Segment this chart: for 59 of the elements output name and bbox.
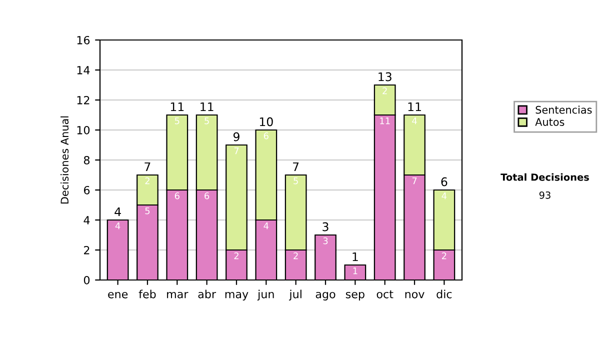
- data-label: 4: [115, 222, 120, 230]
- legend-label: Sentencias: [536, 106, 592, 114]
- data-label: 6: [264, 132, 268, 140]
- data-label: 2: [442, 252, 446, 260]
- data-label: 5: [294, 178, 298, 184]
- text: 93: [539, 191, 550, 199]
- total-label: 11: [408, 102, 421, 112]
- legend-label: Autos: [535, 118, 564, 126]
- total-label: 10: [260, 117, 273, 126]
- x-tick-label: mar: [167, 292, 188, 298]
- x-tick-label: ene: [108, 292, 128, 298]
- total-label: 4: [114, 207, 121, 216]
- y-tick-label: 4: [84, 216, 90, 224]
- total-label: 1: [352, 252, 358, 262]
- data-label: 5: [145, 208, 150, 214]
- y-tick-label: 10: [77, 126, 90, 134]
- data-label: 7: [234, 148, 239, 154]
- total-label: 9: [233, 132, 240, 142]
- y-tick-label: 12: [77, 96, 90, 104]
- y-tick-label: 8: [84, 156, 90, 164]
- data-label: 6: [174, 192, 180, 200]
- total-label: 11: [170, 102, 184, 112]
- data-label: 4: [442, 192, 447, 200]
- data-label: 11: [380, 118, 390, 124]
- x-tick-label: may: [225, 292, 248, 300]
- data-label: 5: [174, 118, 180, 124]
- data-label: 2: [294, 252, 298, 260]
- data-label: 4: [264, 222, 269, 230]
- y-tick-label: 2: [84, 246, 90, 254]
- total-label: 7: [293, 162, 299, 172]
- x-tick-label: jun: [257, 290, 274, 300]
- data-label: 4: [412, 118, 417, 124]
- x-tick-label: dic: [436, 290, 452, 298]
- data-label: 7: [412, 178, 417, 184]
- data-label: 2: [234, 252, 238, 260]
- y-tick-label: 16: [77, 36, 90, 44]
- total-label: 3: [322, 222, 328, 232]
- total-label: 13: [378, 72, 392, 82]
- data-label: 5: [204, 118, 209, 124]
- x-tick-label: abr: [198, 290, 216, 298]
- y-axis-title: Decisiones Anual: [60, 116, 69, 204]
- total-label: 7: [144, 162, 150, 172]
- text: Total Decisiones: [500, 173, 589, 181]
- data-label: 2: [145, 177, 150, 184]
- y-tick-label: 6: [84, 186, 90, 194]
- total-label: 6: [441, 177, 448, 186]
- x-tick-label: feb: [138, 290, 156, 298]
- x-tick-label: nov: [405, 292, 424, 298]
- x-tick-label: jul: [289, 290, 302, 300]
- data-label: 2: [382, 87, 387, 94]
- y-tick-label: 0: [84, 276, 90, 284]
- x-tick-label: sep: [346, 292, 364, 300]
- x-tick-label: ago: [316, 292, 336, 300]
- y-tick-label: 14: [77, 66, 90, 74]
- data-label: 1: [353, 268, 358, 274]
- data-label: 6: [204, 192, 210, 200]
- x-tick-label: oct: [376, 290, 394, 298]
- data-label: 3: [323, 237, 328, 244]
- total-label: 11: [200, 102, 214, 112]
